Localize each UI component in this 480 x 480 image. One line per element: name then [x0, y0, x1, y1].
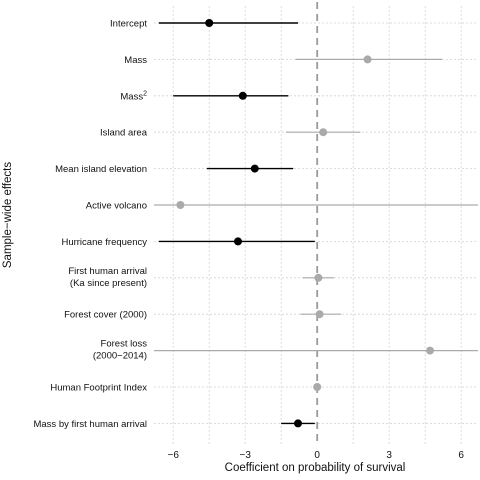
row-label: Island area — [100, 128, 148, 139]
coefficient-series — [154, 19, 478, 428]
row-label-line2: (Ka since present) — [70, 278, 147, 289]
gridlines — [154, 6, 478, 444]
point-estimate — [205, 19, 214, 27]
row-label: Mean island elevation — [55, 164, 147, 175]
row-labels: Intercept Mass Mass2 Island area Mean island… — [33, 19, 147, 430]
row-label: Mass by first human arrival — [33, 419, 147, 430]
row-label: Forest loss — [101, 339, 148, 350]
point-estimate — [319, 128, 328, 137]
point-estimate — [313, 383, 322, 391]
point-estimate — [294, 419, 302, 428]
point-estimate — [250, 164, 259, 173]
row-label: Active volcano — [86, 201, 147, 212]
row-label: Hurricane frequency — [61, 237, 147, 248]
x-tick-label: −6 — [167, 450, 179, 461]
x-axis-ticks: −6 −3 0 3 6 — [167, 450, 464, 461]
x-axis-title: Coefficient on probability of survival — [225, 462, 406, 474]
x-tick-label: 3 — [386, 450, 392, 461]
row-label: Mass2 — [120, 90, 147, 102]
point-estimate — [238, 91, 247, 100]
row-label: Human Footprint Index — [50, 383, 147, 394]
row-label-line2: (2000−2014) — [93, 351, 147, 362]
row-label: Mass — [124, 55, 147, 66]
row-label: First human arrival — [68, 266, 147, 277]
point-estimate — [363, 55, 372, 64]
point-estimate — [314, 273, 323, 282]
x-tick-label: 6 — [458, 450, 464, 461]
point-estimate — [315, 310, 324, 319]
point-estimate — [176, 201, 185, 209]
row-label: Intercept — [110, 19, 147, 30]
point-estimate — [426, 346, 434, 355]
x-tick-label: 0 — [314, 450, 320, 461]
x-tick-label: −3 — [239, 450, 251, 461]
point-estimate — [234, 237, 242, 246]
y-axis-title: Sample−wide effects — [2, 162, 14, 268]
row-label: Forest cover (2000) — [64, 310, 147, 321]
